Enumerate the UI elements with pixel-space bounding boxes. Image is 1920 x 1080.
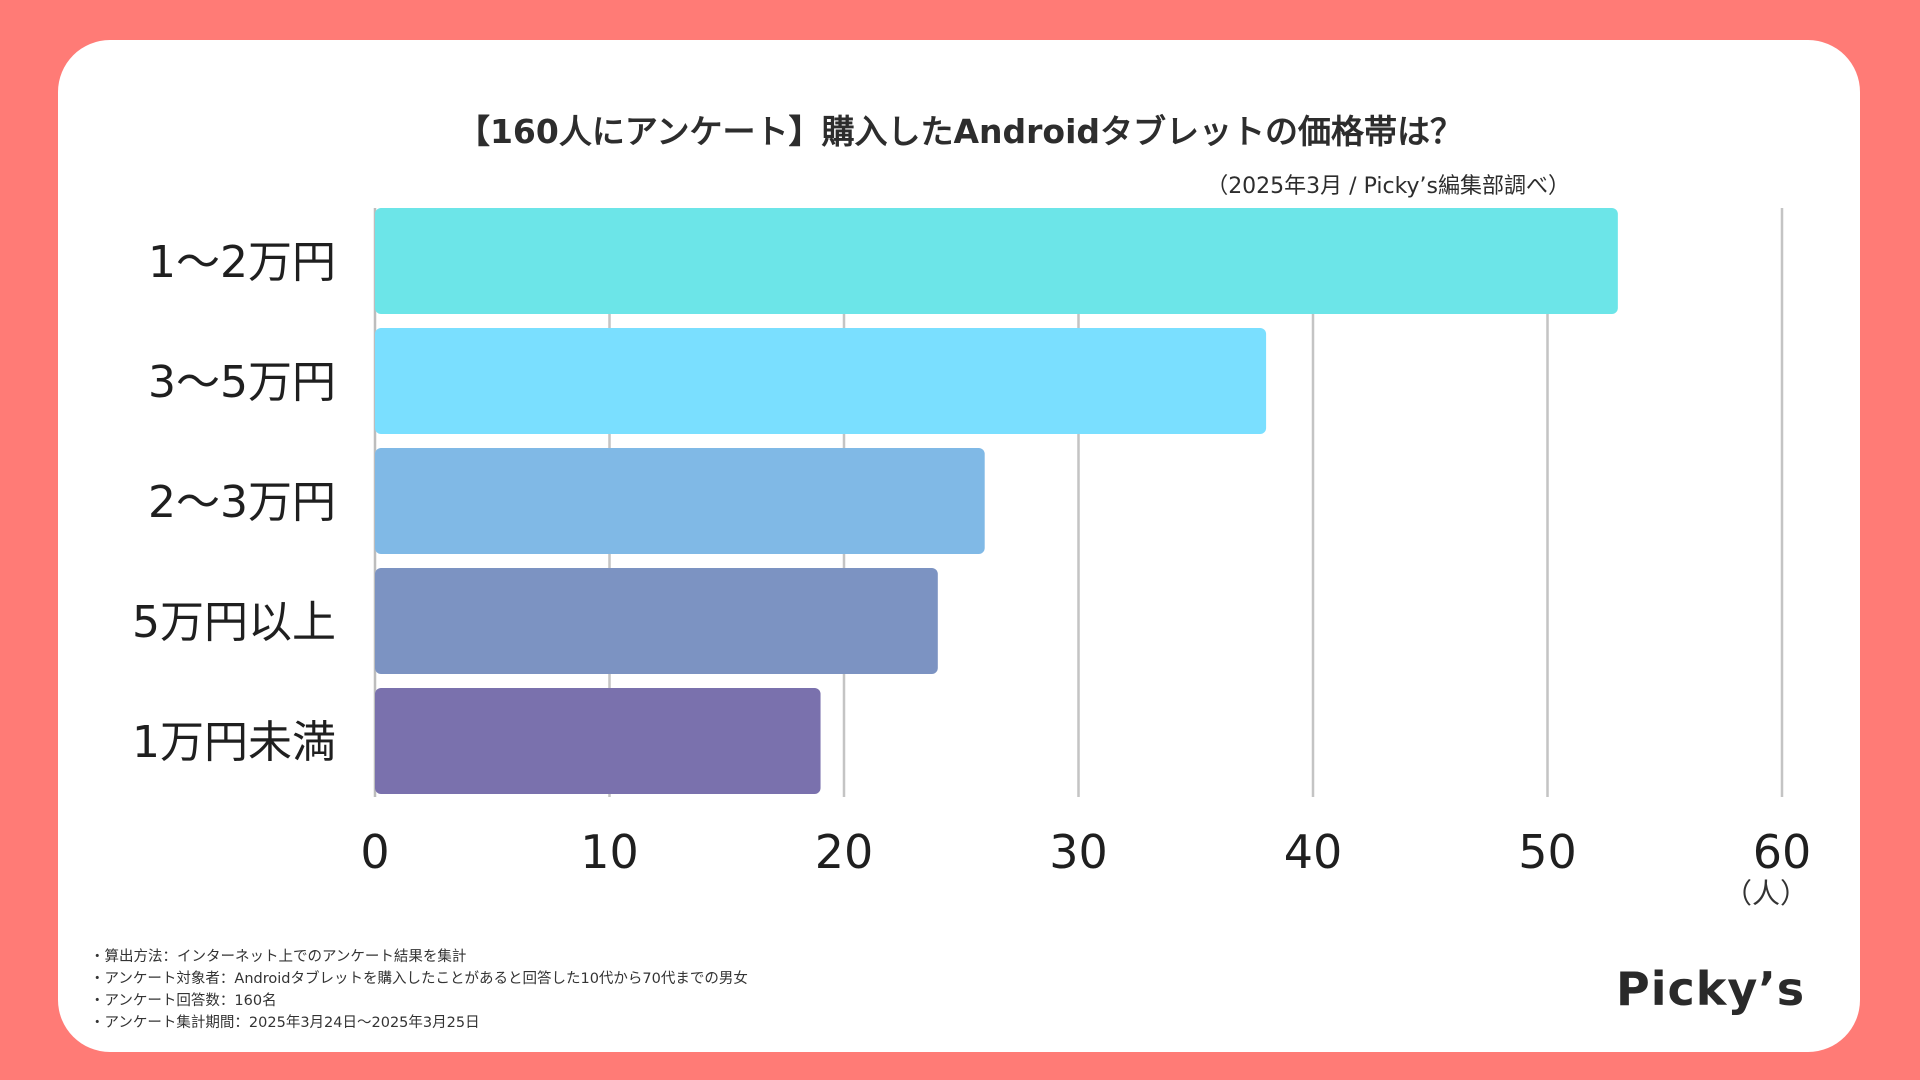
bar-1 xyxy=(375,328,1267,434)
picky-s-logo: Picky’s xyxy=(1616,962,1806,1016)
note-method: ・算出方法：インターネット上でのアンケート結果を集計 xyxy=(90,949,467,965)
bar-0 xyxy=(375,208,1618,314)
bar-2 xyxy=(375,448,985,554)
note-period: ・アンケート集計期間：2025年3月24日〜2025年3月25日 xyxy=(90,1015,480,1031)
x-tick-label-10: 10 xyxy=(580,825,639,879)
note-respondents: ・アンケート回答数：160名 xyxy=(90,993,277,1009)
bar-3 xyxy=(375,568,938,674)
survey-notes: ・算出方法：インターネット上でのアンケート結果を集計 ・アンケート対象者：And… xyxy=(90,946,748,1034)
x-tick-label-40: 40 xyxy=(1284,825,1343,879)
category-label-4: 1万円未満 xyxy=(132,717,336,768)
x-axis-unit-label: （人） xyxy=(1724,877,1809,910)
note-target: ・アンケート対象者：Androidタブレットを購入したことがあると回答した10代… xyxy=(90,971,748,987)
x-tick-label-20: 20 xyxy=(815,825,874,879)
x-tick-label-0: 0 xyxy=(360,825,389,879)
x-tick-label-30: 30 xyxy=(1049,825,1108,879)
chart-title: 【160人にアンケート】購入したAndroidタブレットの価格帯は？ xyxy=(456,112,1464,151)
x-tick-label-60: 60 xyxy=(1753,825,1812,879)
category-label-1: 3〜5万円 xyxy=(148,357,336,408)
x-tick-label-50: 50 xyxy=(1518,825,1577,879)
source-note: （2025年3月 / Picky’s編集部調べ） xyxy=(1206,174,1570,199)
category-label-2: 2〜3万円 xyxy=(148,477,336,528)
bar-4 xyxy=(375,688,821,794)
category-label-3: 5万円以上 xyxy=(132,597,336,648)
category-label-0: 1〜2万円 xyxy=(148,237,336,288)
